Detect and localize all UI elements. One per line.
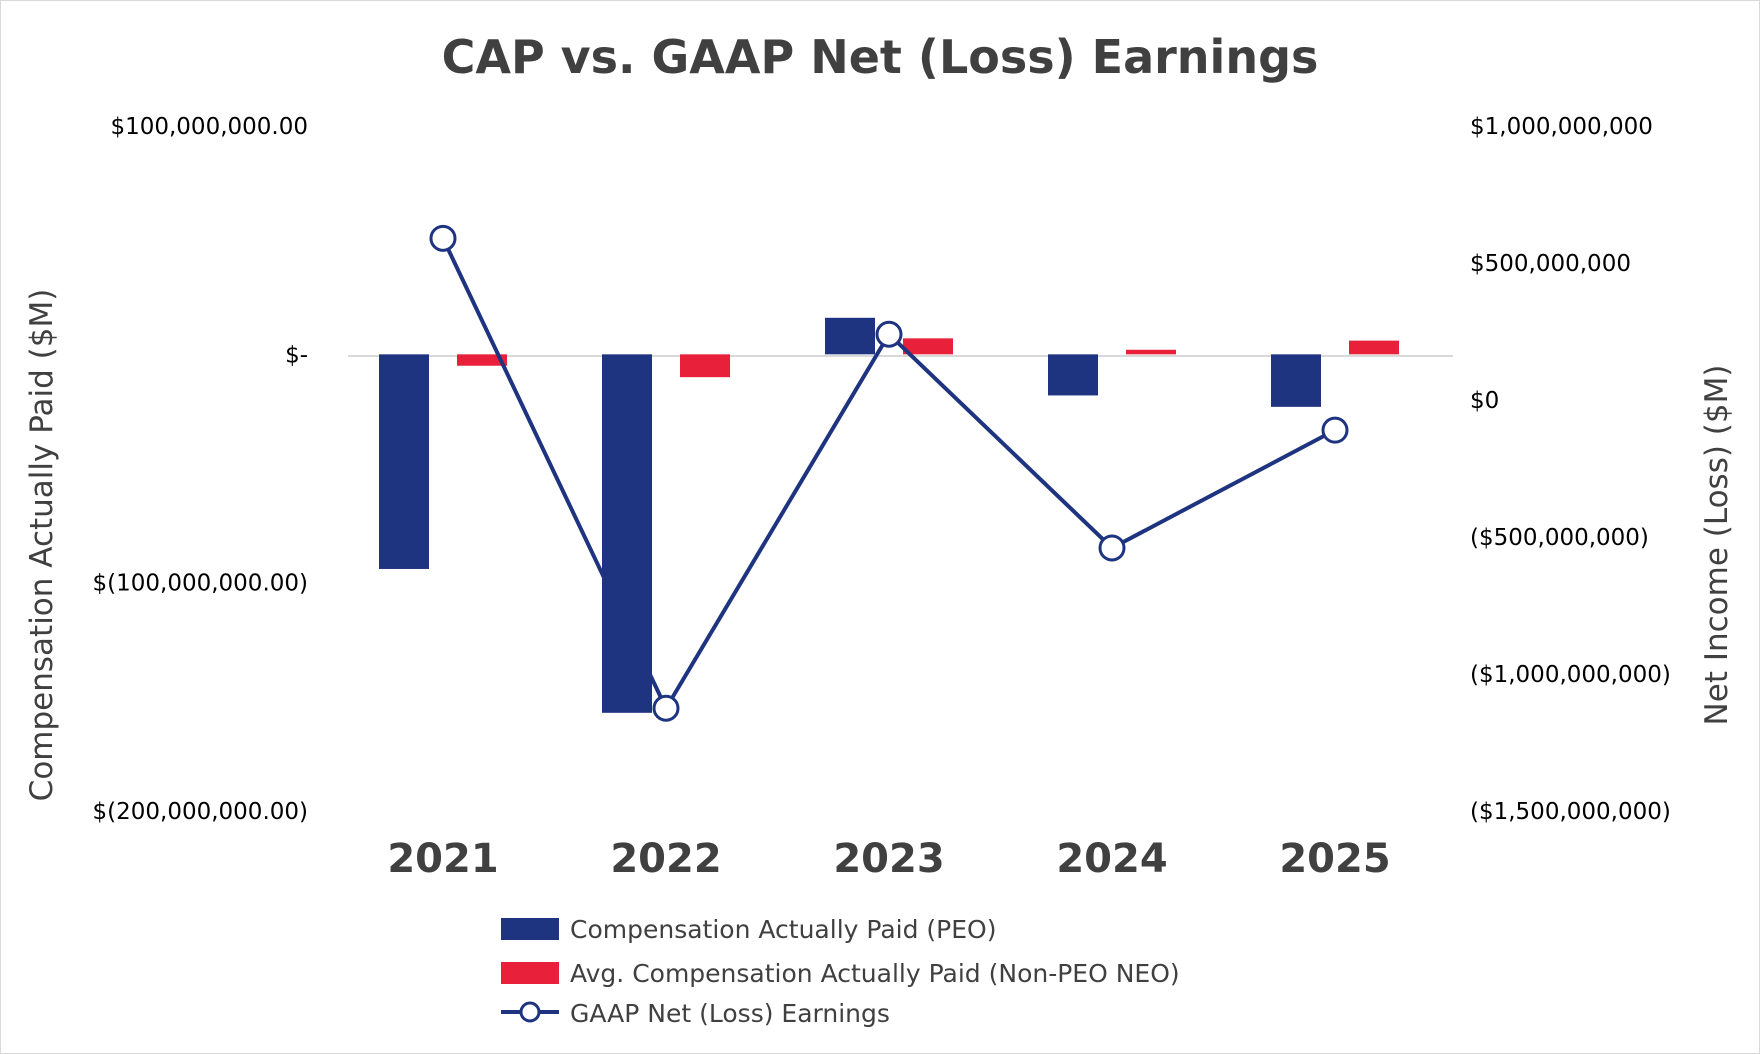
bar-peo-2021 [379, 354, 429, 569]
bar-non-peo-2022 [680, 354, 730, 378]
gaap-point-2024 [1098, 534, 1126, 562]
category-labels: 2021 2022 2023 2024 2025 [387, 836, 1390, 882]
gaap-point-2023 [875, 320, 903, 348]
bar-non-peo-2023 [903, 338, 953, 355]
left-tick-label: $(100,000,000.00) [93, 571, 308, 597]
legend-label-gaap: GAAP Net (Loss) Earnings [570, 999, 890, 1028]
category-label-2023: 2023 [833, 836, 944, 882]
category-label-2024: 2024 [1056, 836, 1167, 882]
right-tick-label: ($1,500,000,000) [1470, 799, 1671, 825]
right-tick-label: $1,000,000,000 [1470, 114, 1653, 140]
legend-swatch-peo [501, 918, 559, 940]
bar-peo-2025 [1271, 354, 1321, 407]
right-axis-title: Net Income (Loss) ($M) [1699, 365, 1735, 726]
legend-label-non-peo: Avg. Compensation Actually Paid (Non-PEO… [570, 959, 1180, 988]
right-tick-label: ($500,000,000) [1470, 525, 1649, 551]
gaap-net-earnings-line [441, 237, 1336, 711]
gaap-point-2025 [1321, 416, 1349, 444]
left-axis-ticks: $100,000,000.00 $- $(100,000,000.00) $(200,… [93, 114, 308, 825]
line-series [429, 224, 1349, 722]
right-tick-label: ($1,000,000,000) [1470, 662, 1671, 688]
bar-peo-2022 [602, 354, 652, 713]
left-tick-label: $(200,000,000.00) [93, 799, 308, 825]
bar-peo-2024 [1048, 354, 1098, 396]
gaap-point-2022 [652, 694, 680, 722]
category-label-2022: 2022 [610, 836, 721, 882]
legend-label-peo: Compensation Actually Paid (PEO) [570, 915, 996, 944]
category-label-2025: 2025 [1279, 836, 1390, 882]
left-tick-label: $- [285, 342, 308, 368]
bar-non-peo-2024 [1126, 349, 1176, 355]
legend: Compensation Actually Paid (PEO) Avg. Co… [501, 915, 1180, 1028]
bar-non-peo-2021 [457, 354, 507, 366]
bar-non-peo-2025 [1349, 340, 1399, 355]
legend-swatch-gaap-line [501, 1001, 559, 1023]
bar-peo-2023 [825, 317, 875, 355]
right-axis-ticks: $1,000,000,000 $500,000,000 $0 ($500,000,00… [1470, 114, 1671, 825]
category-label-2021: 2021 [387, 836, 498, 882]
bar-series [379, 317, 1399, 713]
right-tick-label: $500,000,000 [1470, 251, 1631, 277]
left-axis-title: Compensation Actually Paid ($M) [24, 289, 60, 802]
left-tick-label: $100,000,000.00 [110, 114, 308, 140]
gaap-point-2021 [429, 224, 457, 252]
legend-swatch-non-peo [501, 962, 559, 984]
chart-title: CAP vs. GAAP Net (Loss) Earnings [442, 30, 1319, 84]
right-tick-label: $0 [1470, 388, 1499, 414]
